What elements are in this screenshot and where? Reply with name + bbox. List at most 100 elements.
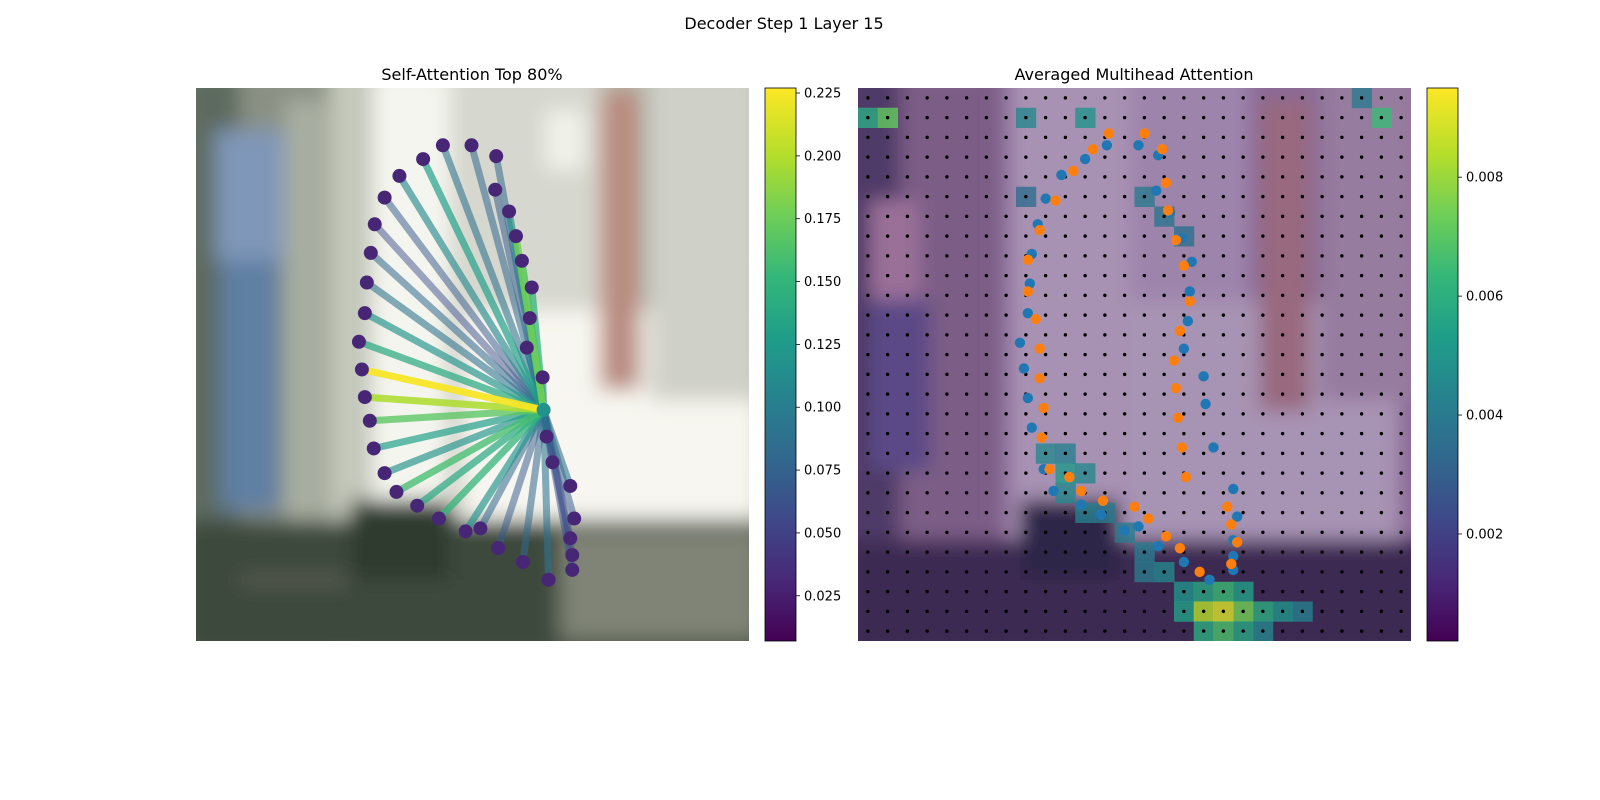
grid-dot bbox=[984, 194, 989, 199]
grid-dot bbox=[885, 96, 890, 100]
grid-dot bbox=[925, 550, 929, 554]
grid-dot bbox=[1063, 293, 1068, 298]
grid-dot bbox=[1122, 194, 1127, 199]
attention-edge bbox=[462, 408, 547, 534]
grid-dot bbox=[1142, 273, 1147, 278]
grid-dot bbox=[1083, 589, 1087, 594]
grid-dot bbox=[1162, 570, 1166, 574]
grid-dot bbox=[925, 412, 929, 416]
grid-dot bbox=[1340, 372, 1344, 377]
grid-dot bbox=[1063, 589, 1068, 594]
grid-dot bbox=[925, 510, 929, 515]
grid-dot bbox=[1043, 313, 1048, 317]
grid-dot bbox=[866, 273, 870, 278]
grid-dot bbox=[1182, 392, 1186, 396]
grid-dot bbox=[1201, 412, 1206, 416]
grid-dot bbox=[1182, 372, 1186, 377]
grid-dot bbox=[1142, 609, 1147, 614]
grid-dot bbox=[1063, 352, 1068, 357]
grid-dot bbox=[1261, 254, 1265, 258]
grid-dot bbox=[1103, 629, 1107, 633]
grid-dot bbox=[1280, 273, 1285, 278]
grid-dot bbox=[1122, 491, 1127, 495]
grid-dot bbox=[1300, 313, 1305, 317]
grid-dot bbox=[925, 570, 929, 574]
grid-dot bbox=[1201, 115, 1206, 120]
grid-dot bbox=[1340, 392, 1344, 396]
grid-dot bbox=[1359, 273, 1364, 278]
orange-keypoint bbox=[1038, 402, 1049, 414]
grid-dot bbox=[1359, 510, 1364, 515]
grid-dot bbox=[1063, 254, 1068, 258]
grid-dot bbox=[1004, 412, 1008, 416]
grid-dot bbox=[1320, 234, 1324, 238]
grid-dot bbox=[1261, 96, 1265, 100]
grid-dot bbox=[1221, 115, 1226, 120]
keypoint-marker bbox=[563, 478, 578, 493]
grid-dot bbox=[964, 510, 969, 515]
grid-dot bbox=[1043, 530, 1048, 535]
grid-dot bbox=[905, 194, 910, 199]
grid-dot bbox=[1024, 352, 1028, 357]
blue-keypoint bbox=[1186, 256, 1197, 267]
grid-dot bbox=[866, 471, 870, 475]
grid-dot bbox=[925, 352, 929, 357]
grid-dot bbox=[1300, 431, 1305, 436]
grid-dot bbox=[1241, 550, 1245, 554]
grid-dot bbox=[1103, 313, 1107, 317]
grid-dot bbox=[1340, 589, 1344, 594]
grid-dot bbox=[1261, 293, 1265, 298]
grid-dot bbox=[1379, 510, 1384, 515]
grid-dot bbox=[1221, 471, 1226, 475]
keypoint-marker bbox=[502, 204, 517, 219]
grid-dot bbox=[1063, 155, 1068, 159]
grid-dot bbox=[945, 352, 949, 357]
orange-keypoint bbox=[1160, 177, 1172, 188]
grid-dot bbox=[1103, 491, 1107, 495]
grid-dot bbox=[964, 609, 969, 614]
grid-dot bbox=[1004, 570, 1008, 574]
grid-dot bbox=[866, 96, 870, 100]
grid-dot bbox=[1162, 412, 1166, 416]
grid-dot bbox=[1043, 135, 1048, 140]
self-attention-title: Self-Attention Top 80% bbox=[381, 65, 562, 84]
grid-dot bbox=[1320, 175, 1324, 179]
grid-dot bbox=[1182, 629, 1186, 633]
grid-dot bbox=[885, 392, 890, 396]
grid-dot bbox=[885, 155, 890, 159]
grid-dot bbox=[1043, 293, 1048, 298]
grid-dot bbox=[1201, 293, 1206, 298]
grid-dot bbox=[1024, 234, 1028, 238]
grid-dot bbox=[1280, 333, 1285, 337]
grid-dot bbox=[905, 155, 910, 159]
grid-dot bbox=[1300, 155, 1305, 159]
grid-dot bbox=[1142, 392, 1147, 396]
grid-dot bbox=[1201, 530, 1206, 535]
grid-dot bbox=[1043, 609, 1048, 614]
grid-dot bbox=[1142, 313, 1147, 317]
grid-dot bbox=[1063, 214, 1068, 219]
attention-edge bbox=[363, 310, 546, 414]
grid-dot bbox=[1024, 412, 1028, 416]
grid-dot bbox=[1261, 550, 1265, 554]
grid-dot bbox=[905, 412, 910, 416]
grid-dot bbox=[1201, 510, 1206, 515]
blue-keypoint bbox=[1182, 315, 1194, 327]
grid-dot bbox=[984, 254, 989, 258]
blue-keypoint bbox=[1026, 422, 1038, 433]
blue-keypoint bbox=[1204, 574, 1215, 585]
blue-keypoint bbox=[1208, 442, 1219, 453]
grid-dot bbox=[1300, 510, 1305, 515]
grid-dot bbox=[945, 175, 949, 179]
keypoint-marker bbox=[367, 217, 382, 232]
grid-dot bbox=[1280, 293, 1285, 298]
grid-dot bbox=[905, 352, 910, 357]
grid-dot bbox=[1359, 392, 1364, 396]
grid-dot bbox=[1024, 570, 1028, 574]
grid-dot bbox=[1004, 194, 1008, 199]
grid-dot bbox=[1122, 609, 1127, 614]
grid-dot bbox=[1340, 293, 1344, 298]
grid-dot bbox=[1280, 115, 1285, 120]
orange-keypoint bbox=[1036, 432, 1047, 443]
